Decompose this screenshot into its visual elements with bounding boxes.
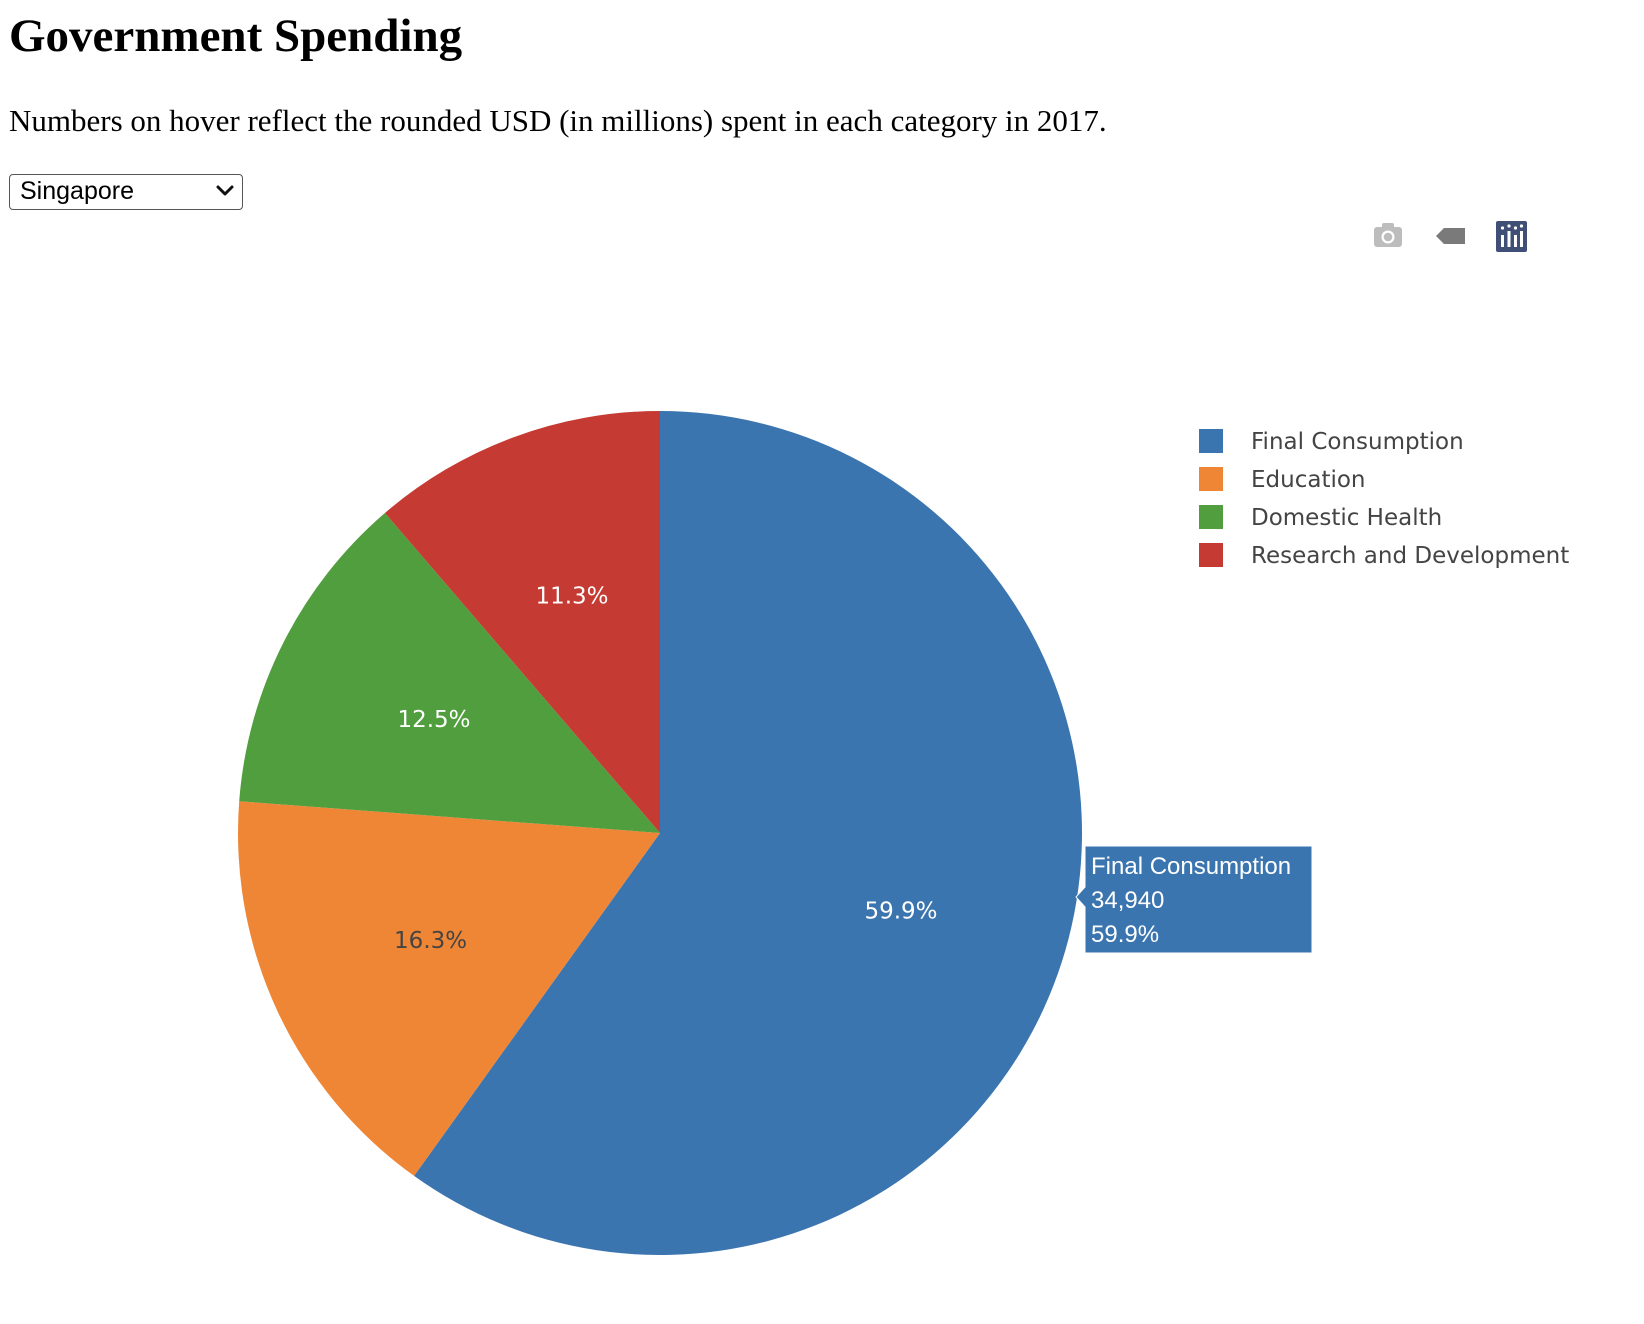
legend-item-education[interactable]: Education xyxy=(1199,467,1366,493)
pie-slice-research-and-development[interactable] xyxy=(384,411,660,833)
legend-item-research-and-development[interactable]: Research and Development xyxy=(1199,543,1569,569)
legend-label: Research and Development xyxy=(1251,543,1569,569)
hover-tooltip-percent: 59.9% xyxy=(1091,921,1159,948)
plotly-logo-icon xyxy=(1496,221,1527,252)
legend-swatch xyxy=(1199,505,1223,529)
pie-slice-domestic-health[interactable] xyxy=(239,512,660,833)
modebar xyxy=(1374,218,1616,254)
page-title: Government Spending xyxy=(9,10,463,62)
country-select[interactable]: Singapore xyxy=(9,174,243,210)
hover-tooltip-label: Final Consumption xyxy=(1091,853,1291,880)
pie-slice-education[interactable] xyxy=(238,801,660,1176)
legend-swatch xyxy=(1199,543,1223,567)
legend-label: Education xyxy=(1251,467,1366,493)
plotly-logo-button[interactable] xyxy=(1492,218,1532,254)
country-select-value: Singapore xyxy=(20,177,134,205)
camera-button[interactable] xyxy=(1368,218,1408,254)
hover-tooltip-box xyxy=(1075,845,1313,954)
pie-slice-final-consumption[interactable] xyxy=(414,411,1083,1255)
legend-item-domestic-health[interactable]: Domestic Health xyxy=(1199,505,1442,531)
camera-icon xyxy=(1374,223,1402,247)
tag-icon xyxy=(1436,228,1465,244)
hover-tooltip: Final Consumption 34,940 59.9% xyxy=(1075,845,1313,954)
hover-closest-button[interactable] xyxy=(1430,218,1470,254)
hover-tooltip-value: 34,940 xyxy=(1091,887,1164,914)
legend-swatch xyxy=(1199,429,1223,453)
legend-label: Final Consumption xyxy=(1251,429,1464,455)
legend-item-final-consumption[interactable]: Final Consumption xyxy=(1199,429,1464,455)
legend-label: Domestic Health xyxy=(1251,505,1442,531)
page-subtitle: Numbers on hover reflect the rounded USD… xyxy=(9,103,1107,138)
legend-swatch xyxy=(1199,467,1223,491)
chevron-down-icon xyxy=(216,185,234,196)
